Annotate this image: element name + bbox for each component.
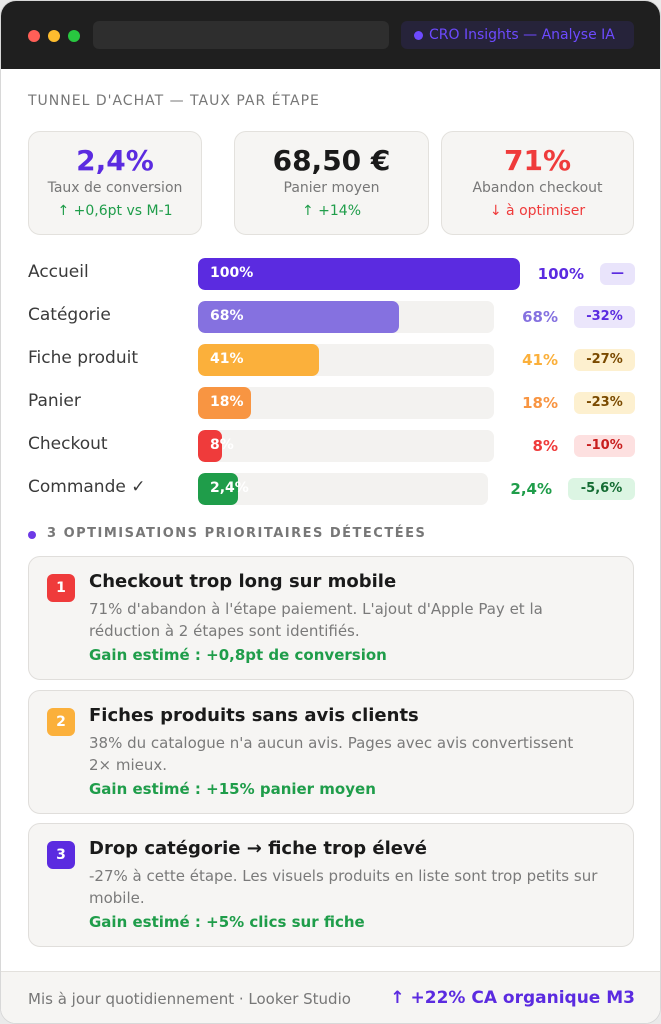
funnel-bar-track: 41%: [198, 344, 494, 376]
card-title: Checkout trop long sur mobile: [89, 571, 397, 592]
kpi-card-conversion: 2,4% Taux de conversion ↑ +0,6pt vs M-1: [28, 131, 202, 235]
funnel-step-percent: 18%: [522, 394, 558, 412]
funnel-bar-track: 2,4%: [198, 473, 488, 505]
title-bar: CRO Insights — Analyse IA: [1, 1, 660, 69]
funnel-step-percent: 68%: [522, 308, 558, 326]
section-title: TUNNEL D'ACHAT — TAUX PAR ÉTAPE: [28, 93, 320, 109]
kpi-label: Taux de conversion: [47, 180, 183, 196]
card-title: Drop catégorie → fiche trop élevé: [89, 838, 427, 859]
funnel-bar-label: 100%: [210, 265, 254, 281]
kpi-value: 68,50 €: [272, 144, 391, 177]
minimize-window-button[interactable]: [48, 30, 60, 42]
app-badge: CRO Insights — Analyse IA: [401, 21, 634, 49]
bullet-icon: [28, 530, 36, 539]
funnel-bar: [198, 301, 400, 333]
card-title: Fiches produits sans avis clients: [89, 705, 419, 726]
funnel-bar-track: 18%: [198, 387, 494, 419]
funnel-step-label: Accueil: [28, 262, 89, 282]
kpi-value: 71%: [503, 144, 572, 177]
funnel-step-percent: 41%: [522, 351, 558, 369]
priority-badge: 2: [47, 708, 75, 736]
funnel-bar: [198, 387, 252, 419]
status-dot-icon: [414, 30, 423, 40]
address-bar[interactable]: [93, 21, 389, 49]
funnel-bar-label: 68%: [210, 308, 244, 324]
funnel-bar-track: 68%: [198, 301, 494, 333]
funnel-step-label: Commande ✓: [28, 477, 146, 497]
funnel-drop-badge: —: [600, 263, 635, 285]
kpi-delta: ↓ à optimiser: [489, 203, 586, 219]
kpi-delta: ↑ +14%: [301, 203, 362, 219]
optimisation-card-2[interactable]: 2 Fiches produits sans avis clients 38% …: [28, 690, 634, 814]
funnel-bar-track: 100%: [198, 258, 520, 290]
funnel-drop-badge: -23%: [574, 392, 635, 414]
priority-badge: 3: [47, 841, 75, 869]
card-description: 71% d'abandon à l'étape paiement. L'ajou…: [89, 600, 543, 640]
card-gain: Gain estimé : +5% clics sur fiche: [89, 913, 365, 931]
funnel-drop-badge: -10%: [574, 435, 635, 457]
funnel-bar-label: 18%: [210, 394, 244, 410]
priority-badge: 1: [47, 574, 75, 602]
kpi-value: 2,4%: [76, 144, 154, 177]
funnel-step-label: Fiche produit: [28, 348, 139, 368]
optimisation-card-3[interactable]: 3 Drop catégorie → fiche trop élevé -27%…: [28, 823, 634, 947]
footer: Mis à jour quotidiennement · Looker Stud…: [1, 971, 660, 1023]
funnel-drop-badge: -5,6%: [568, 478, 635, 500]
card-gain: Gain estimé : +15% panier moyen: [89, 780, 376, 798]
optimisations-header-label: 3 OPTIMISATIONS PRIORITAIRES DÉTECTÉES: [47, 526, 427, 541]
funnel-step-percent: 100%: [537, 265, 584, 283]
card-description: -27% à cette étape. Les visuels produits…: [89, 867, 598, 907]
funnel-bar: [198, 430, 222, 462]
funnel-bar-label: 2,4%: [210, 480, 249, 496]
kpi-delta: ↑ +0,6pt vs M-1: [57, 203, 173, 219]
funnel-drop-badge: -32%: [574, 306, 635, 328]
funnel-step-percent: 2,4%: [510, 480, 552, 498]
card-description: 38% du catalogue n'a aucun avis. Pages a…: [89, 734, 574, 774]
app-badge-label: CRO Insights — Analyse IA: [429, 27, 615, 43]
funnel-bar: [198, 258, 520, 290]
funnel-step-label: Catégorie: [28, 305, 111, 325]
card-gain: Gain estimé : +0,8pt de conversion: [89, 646, 387, 664]
funnel-bar-track: 8%: [198, 430, 494, 462]
optimisations-header: 3 OPTIMISATIONS PRIORITAIRES DÉTECTÉES: [28, 526, 426, 541]
funnel-bar: [198, 344, 320, 376]
funnel-drop-badge: -27%: [574, 349, 635, 371]
kpi-label: Abandon checkout: [472, 180, 603, 196]
footer-update-text: Mis à jour quotidiennement · Looker Stud…: [28, 990, 351, 1008]
kpi-card-basket: 68,50 € Panier moyen ↑ +14%: [234, 131, 429, 235]
funnel-step-percent: 8%: [532, 437, 558, 455]
funnel-step-label: Panier: [28, 391, 81, 411]
kpi-card-abandon: 71% Abandon checkout ↓ à optimiser: [441, 131, 634, 235]
footer-highlight: ↑ +22% CA organique M3: [390, 988, 635, 1008]
maximize-window-button[interactable]: [68, 30, 80, 42]
funnel-bar: [198, 473, 238, 505]
optimisation-card-1[interactable]: 1 Checkout trop long sur mobile 71% d'ab…: [28, 556, 634, 680]
funnel-bar-label: 8%: [210, 437, 234, 453]
funnel-bar-label: 41%: [210, 351, 244, 367]
kpi-label: Panier moyen: [283, 180, 380, 196]
close-window-button[interactable]: [28, 30, 40, 42]
funnel-step-label: Checkout: [28, 434, 108, 454]
